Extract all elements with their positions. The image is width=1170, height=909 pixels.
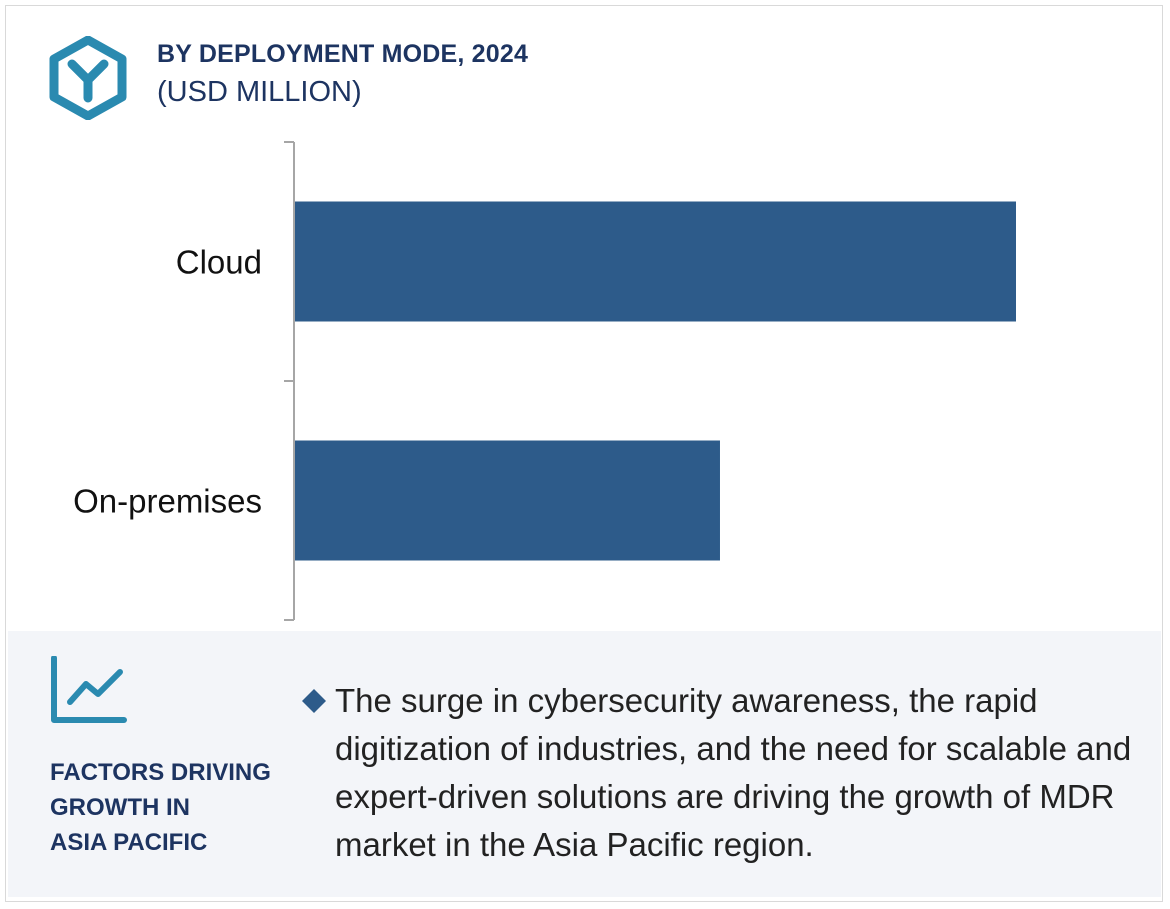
y-axis — [284, 141, 295, 621]
bar-cloud — [295, 201, 1016, 322]
bar-chart: Cloud On-premises — [73, 141, 1016, 621]
growth-factors-panel: FACTORS DRIVING GROWTH IN ASIA PACIFIC T… — [8, 631, 1161, 897]
chart-title: BY DEPLOYMENT MODE, 2024 — [157, 40, 529, 68]
factor-bullet-text: The surge in cybersecurity awareness, th… — [335, 682, 1132, 863]
category-label: Cloud — [176, 244, 262, 281]
bar-on-premises — [295, 440, 720, 561]
factors-title-line: GROWTH IN — [50, 794, 190, 821]
diamond-bullet-icon — [302, 689, 326, 713]
trend-chart-icon — [51, 656, 127, 723]
chart-subtitle: (USD MILLION) — [157, 76, 362, 108]
brand-logo-icon — [49, 36, 127, 120]
category-label: On-premises — [73, 483, 262, 520]
factors-title-line: FACTORS DRIVING — [50, 759, 271, 786]
factors-title: FACTORS DRIVING GROWTH IN ASIA PACIFIC — [50, 755, 290, 860]
factors-title-line: ASIA PACIFIC — [50, 829, 208, 856]
